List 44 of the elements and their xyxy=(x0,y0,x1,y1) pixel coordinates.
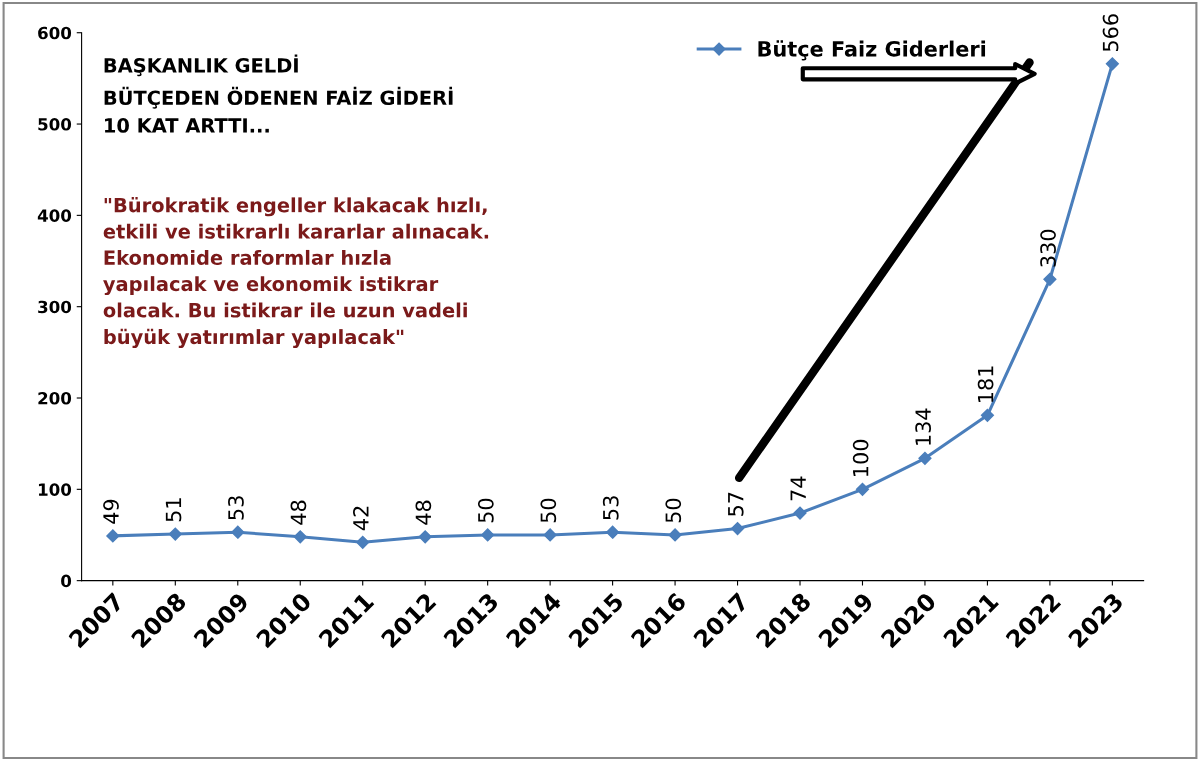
y-tick-label: 600 xyxy=(38,26,72,40)
data-label: 181 xyxy=(977,366,994,402)
point xyxy=(918,451,932,465)
data-label: 53 xyxy=(228,496,244,520)
legend-label: Bütçe Faiz Giderleri xyxy=(758,40,986,61)
point xyxy=(481,528,495,542)
point xyxy=(168,527,182,541)
point xyxy=(543,528,557,542)
data-label: 42 xyxy=(353,506,369,531)
data-label: 134 xyxy=(915,408,931,445)
point xyxy=(293,530,307,544)
point xyxy=(231,525,245,539)
point xyxy=(980,408,995,422)
point xyxy=(1105,57,1119,71)
y-tick-label: 100 xyxy=(38,483,72,496)
point xyxy=(668,528,682,542)
point xyxy=(730,522,745,536)
data-label: 50 xyxy=(477,498,494,523)
annotation: "Bürokratik engeller klakacak hızlı, etkili ve istikrarlı kararlar alınacak. Ekonomide raformlar hızla yapılacak ve ekonomik istikrar olacak. Bu istikrar ile uzun vadeli büyük yatırımlar yapılacak" xyxy=(103,197,489,349)
data-label: 566 xyxy=(1102,14,1119,52)
point xyxy=(356,535,370,549)
point xyxy=(855,482,870,496)
point xyxy=(1043,272,1057,286)
point xyxy=(106,529,120,543)
data-label: 48 xyxy=(415,500,432,525)
data-label: 57 xyxy=(728,492,744,516)
data-label: 74 xyxy=(790,476,806,501)
point xyxy=(793,506,807,520)
data-label: 53 xyxy=(602,496,619,520)
annotation: BAŞKANLIK GELDİ BÜTÇEDEN ÖDENEN FAİZ GİDERİ 10 KAT ARTTI... xyxy=(104,54,453,133)
data-label: 50 xyxy=(665,498,682,523)
y-tick-label: 500 xyxy=(38,118,72,131)
y-tick-label: 0 xyxy=(61,574,72,588)
data-label: 49 xyxy=(103,499,119,524)
data-label: 50 xyxy=(540,498,557,523)
data-label: 48 xyxy=(290,500,307,525)
data-label: 100 xyxy=(852,439,869,476)
data-label: 51 xyxy=(165,498,182,522)
point xyxy=(606,525,620,539)
y-tick-label: 200 xyxy=(38,391,72,405)
point xyxy=(418,530,432,544)
y-tick-label: 400 xyxy=(37,209,72,222)
data-label: 330 xyxy=(1040,229,1056,267)
y-tick-label: 300 xyxy=(38,300,72,314)
